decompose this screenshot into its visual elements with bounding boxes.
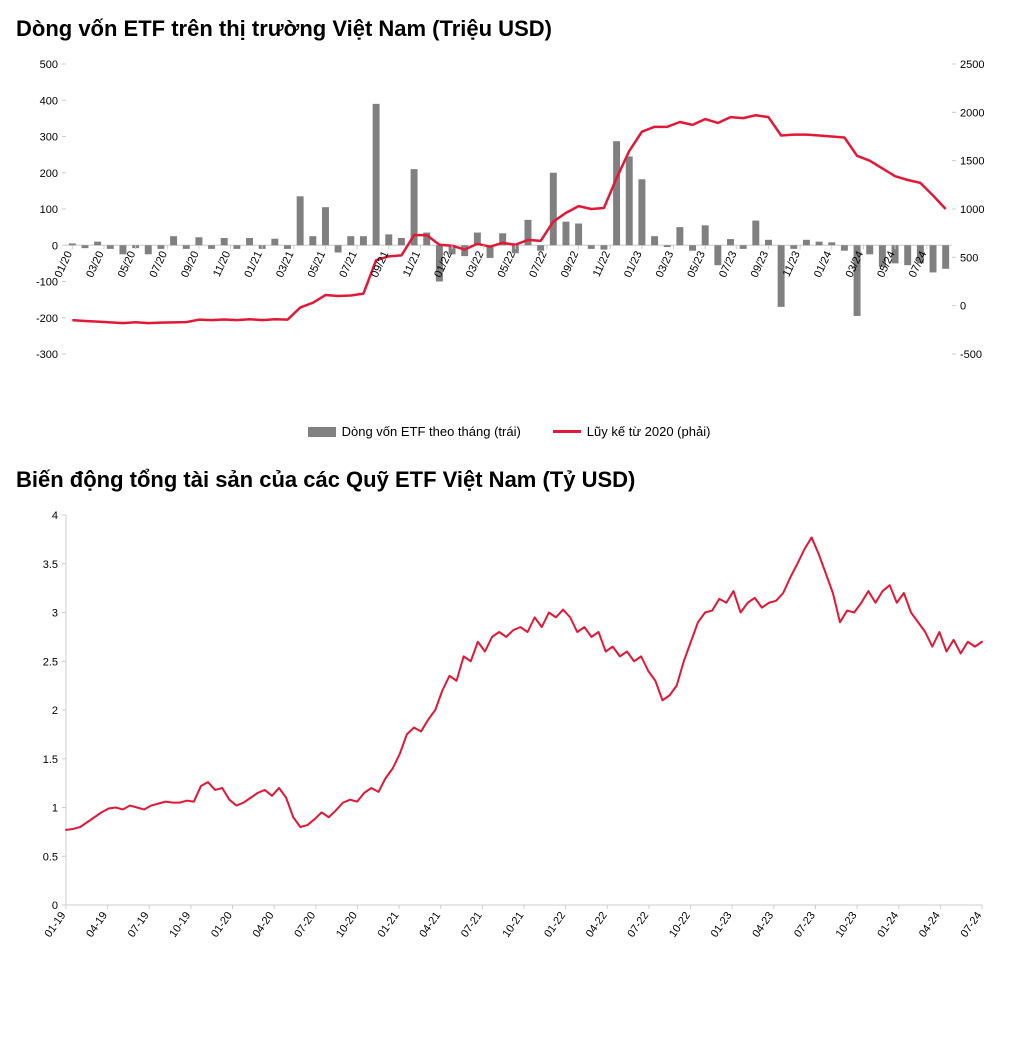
svg-text:0: 0 <box>960 301 966 313</box>
svg-text:01/21: 01/21 <box>242 249 265 279</box>
svg-text:03/23: 03/23 <box>654 249 677 279</box>
svg-text:01/24: 01/24 <box>812 249 835 279</box>
svg-text:1: 1 <box>52 803 58 815</box>
svg-text:2500: 2500 <box>960 59 984 71</box>
svg-text:01/20: 01/20 <box>53 249 76 279</box>
svg-text:100: 100 <box>40 204 58 216</box>
svg-text:3: 3 <box>52 608 58 620</box>
svg-text:04-21: 04-21 <box>417 910 443 940</box>
svg-text:01-22: 01-22 <box>542 910 568 940</box>
svg-text:04-22: 04-22 <box>584 910 610 940</box>
svg-text:01-19: 01-19 <box>42 910 68 940</box>
svg-text:3.5: 3.5 <box>43 559 58 571</box>
svg-text:04-19: 04-19 <box>84 910 110 940</box>
svg-text:0: 0 <box>52 900 58 912</box>
legend-line-label: Lũy kế từ 2020 (phải) <box>587 424 711 439</box>
svg-text:-300: -300 <box>36 349 58 361</box>
svg-text:07-19: 07-19 <box>126 910 152 940</box>
svg-text:05/21: 05/21 <box>306 249 329 279</box>
svg-text:07-22: 07-22 <box>625 910 651 940</box>
svg-text:05/22: 05/22 <box>496 249 519 279</box>
svg-text:04-20: 04-20 <box>251 910 277 940</box>
legend-item-line: Lũy kế từ 2020 (phải) <box>553 424 711 439</box>
svg-text:11/20: 11/20 <box>211 249 233 278</box>
svg-text:-500: -500 <box>960 349 982 361</box>
svg-text:2000: 2000 <box>960 107 984 119</box>
svg-text:10-23: 10-23 <box>834 910 860 940</box>
svg-text:09/20: 09/20 <box>179 249 202 279</box>
svg-text:1.5: 1.5 <box>43 754 58 766</box>
svg-text:01-23: 01-23 <box>709 910 735 940</box>
svg-text:01/22: 01/22 <box>432 249 455 279</box>
svg-text:300: 300 <box>40 132 58 144</box>
svg-text:09/23: 09/23 <box>749 249 772 279</box>
svg-text:2: 2 <box>52 705 58 717</box>
svg-text:03/24: 03/24 <box>844 249 867 279</box>
svg-text:10-21: 10-21 <box>500 910 526 940</box>
svg-text:07-21: 07-21 <box>459 910 485 940</box>
svg-text:03/21: 03/21 <box>274 249 297 279</box>
svg-text:-100: -100 <box>36 277 58 289</box>
etf-flow-chart-block: Dòng vốn ETF trên thị trường Việt Nam (T… <box>16 16 1002 439</box>
svg-text:05/24: 05/24 <box>875 249 898 279</box>
svg-text:01-24: 01-24 <box>875 910 901 940</box>
svg-text:2.5: 2.5 <box>43 656 58 668</box>
legend-item-bar: Dòng vốn ETF theo tháng (trái) <box>308 424 521 439</box>
svg-text:10-20: 10-20 <box>334 910 360 940</box>
chart1-legend: Dòng vốn ETF theo tháng (trái) Lũy kế từ… <box>16 424 1002 439</box>
svg-text:0: 0 <box>52 240 58 252</box>
chart2-title: Biến động tổng tài sản của các Quỹ ETF V… <box>16 467 1002 493</box>
svg-text:-200: -200 <box>36 313 58 325</box>
svg-text:01/23: 01/23 <box>622 249 645 279</box>
svg-text:05/23: 05/23 <box>685 249 708 279</box>
svg-text:07/22: 07/22 <box>527 249 550 279</box>
svg-text:11/21: 11/21 <box>401 249 423 278</box>
line-swatch-icon <box>553 430 581 433</box>
svg-text:07/21: 07/21 <box>337 249 360 279</box>
svg-text:07-24: 07-24 <box>958 910 984 940</box>
svg-text:03/20: 03/20 <box>84 249 107 279</box>
svg-text:07-20: 07-20 <box>292 910 318 940</box>
svg-text:4: 4 <box>52 510 58 522</box>
svg-text:11/22: 11/22 <box>591 249 613 278</box>
etf-aum-chart-block: Biến động tổng tài sản của các Quỹ ETF V… <box>16 467 1002 965</box>
svg-text:10-19: 10-19 <box>167 910 193 940</box>
svg-text:1500: 1500 <box>960 156 984 168</box>
svg-text:04-23: 04-23 <box>750 910 776 940</box>
svg-text:09/22: 09/22 <box>559 249 582 279</box>
chart1-svg: -300 -200 -100 0 100 200 300 400 500 -500 0 500 1000… <box>16 54 1002 414</box>
svg-text:05/20: 05/20 <box>116 249 139 279</box>
chart2-svg: 0 0.5 1 1.5 2 2.5 3 3.5 4 01-19 04-19 07-19 10-19 01-… <box>16 505 1002 965</box>
svg-text:09/21: 09/21 <box>369 249 392 279</box>
chart1-title: Dòng vốn ETF trên thị trường Việt Nam (T… <box>16 16 1002 42</box>
legend-bar-label: Dòng vốn ETF theo tháng (trái) <box>342 424 521 439</box>
svg-text:10-22: 10-22 <box>667 910 693 940</box>
svg-text:04-24: 04-24 <box>917 910 943 940</box>
svg-text:1000: 1000 <box>960 204 984 216</box>
svg-text:400: 400 <box>40 95 58 107</box>
svg-text:500: 500 <box>960 252 978 264</box>
svg-text:07-23: 07-23 <box>792 910 818 940</box>
svg-text:500: 500 <box>40 59 58 71</box>
bar-swatch-icon <box>308 427 336 437</box>
svg-text:01-20: 01-20 <box>209 910 235 940</box>
svg-text:0.5: 0.5 <box>43 851 58 863</box>
svg-text:01-21: 01-21 <box>376 910 402 940</box>
svg-text:200: 200 <box>40 168 58 180</box>
